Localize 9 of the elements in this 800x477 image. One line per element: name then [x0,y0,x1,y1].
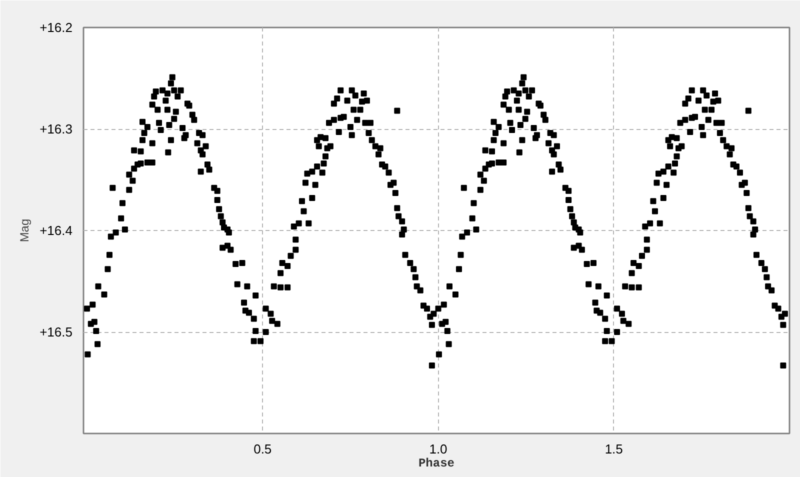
x-tick-label: 1.0 [429,442,448,456]
y-tick-label: +16.4 [40,223,73,238]
x-tick-label: 1.5 [604,442,623,456]
y-tick-label: +16.2 [40,20,73,35]
x-tick-label: 0.5 [254,442,272,456]
y-tick-label: +16.5 [40,324,73,340]
y-tick-label: +16.3 [40,122,73,136]
x-axis-title: Phase [418,456,455,470]
y-axis-title: Mag [18,218,32,242]
